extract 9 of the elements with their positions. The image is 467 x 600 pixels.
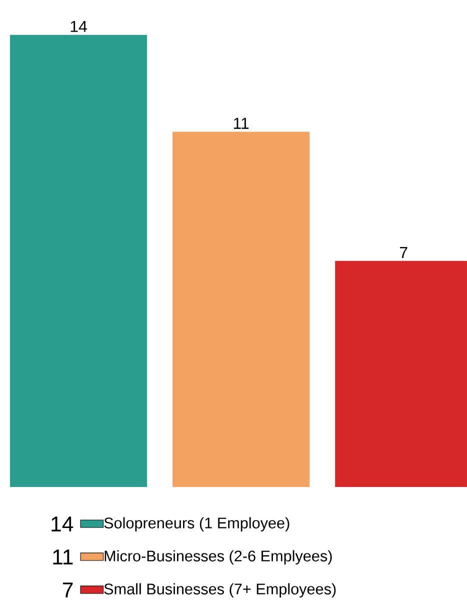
text: 7 [62,582,73,598]
legend-label: Solopreneurs (1 Employee) [104,517,290,532]
data-label: 7 [400,247,408,258]
data-label: 14 [70,20,87,32]
legend-label: Micro-Businesses (2-6 Emplyees) [104,550,332,564]
text: 11 [53,550,73,564]
data-label: 11 [234,118,249,129]
text: 14 [52,516,74,532]
legend-label: Small Businesses (7+ Employees) [104,583,336,598]
